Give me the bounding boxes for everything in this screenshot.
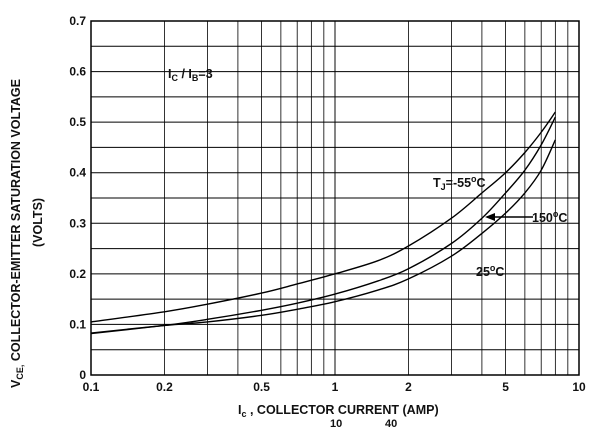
y-tick-label: 0.3 <box>69 216 86 230</box>
series-line-25 <box>90 139 556 334</box>
plot-frame <box>90 20 580 376</box>
y-tick-label: 0.2 <box>69 267 86 281</box>
arrowhead-150 <box>485 213 495 221</box>
x-tick-label: 0.1 <box>83 380 100 394</box>
y-axis-title: VCE, COLLECTOR-EMITTER SATURATION VOLTAG… <box>9 79 25 388</box>
series-label-minus55: TJ=-55oC <box>433 174 486 192</box>
y-tick-label: 0.1 <box>69 317 86 331</box>
grid-lines <box>90 20 580 376</box>
stray-mark-40: 40 <box>385 418 397 430</box>
series-line-minus55 <box>90 111 556 323</box>
x-tick-label: 2 <box>405 380 412 394</box>
y-axis-title-line2: (VOLTS) <box>31 198 45 247</box>
svg-text:(VOLTS): (VOLTS) <box>31 198 45 247</box>
data-series <box>90 111 556 335</box>
x-tick-labels: 0.1 0.2 0.5 1 2 5 10 <box>83 380 586 394</box>
y-tick-label: 0.4 <box>69 166 86 180</box>
svg-text:VCE, COLLECTOR-EMITTER SATURAT: VCE, COLLECTOR-EMITTER SATURATION VOLTAG… <box>9 79 25 388</box>
y-tick-label: 0.5 <box>69 115 86 129</box>
x-tick-label: 10 <box>572 380 586 394</box>
condition-label: IC / IB=3 <box>168 67 213 83</box>
x-tick-label: 0.2 <box>156 380 173 394</box>
series-label-25: 25oC <box>476 263 504 279</box>
series-line-150 <box>90 116 556 335</box>
y-tick-label: 0.6 <box>69 65 86 79</box>
x-tick-label: 0.5 <box>253 380 270 394</box>
y-tick-label: 0 <box>79 368 86 382</box>
x-tick-label: 1 <box>332 380 339 394</box>
y-tick-label: 0.7 <box>69 14 86 28</box>
stray-mark-10: 10 <box>330 418 342 430</box>
x-tick-label: 5 <box>502 380 509 394</box>
x-axis-title: Ic , COLLECTOR CURRENT (AMP) <box>238 403 439 419</box>
series-label-150: 150oC <box>532 209 567 225</box>
y-tick-labels: 0 0.1 0.2 0.3 0.4 0.5 0.6 0.7 <box>69 14 86 382</box>
